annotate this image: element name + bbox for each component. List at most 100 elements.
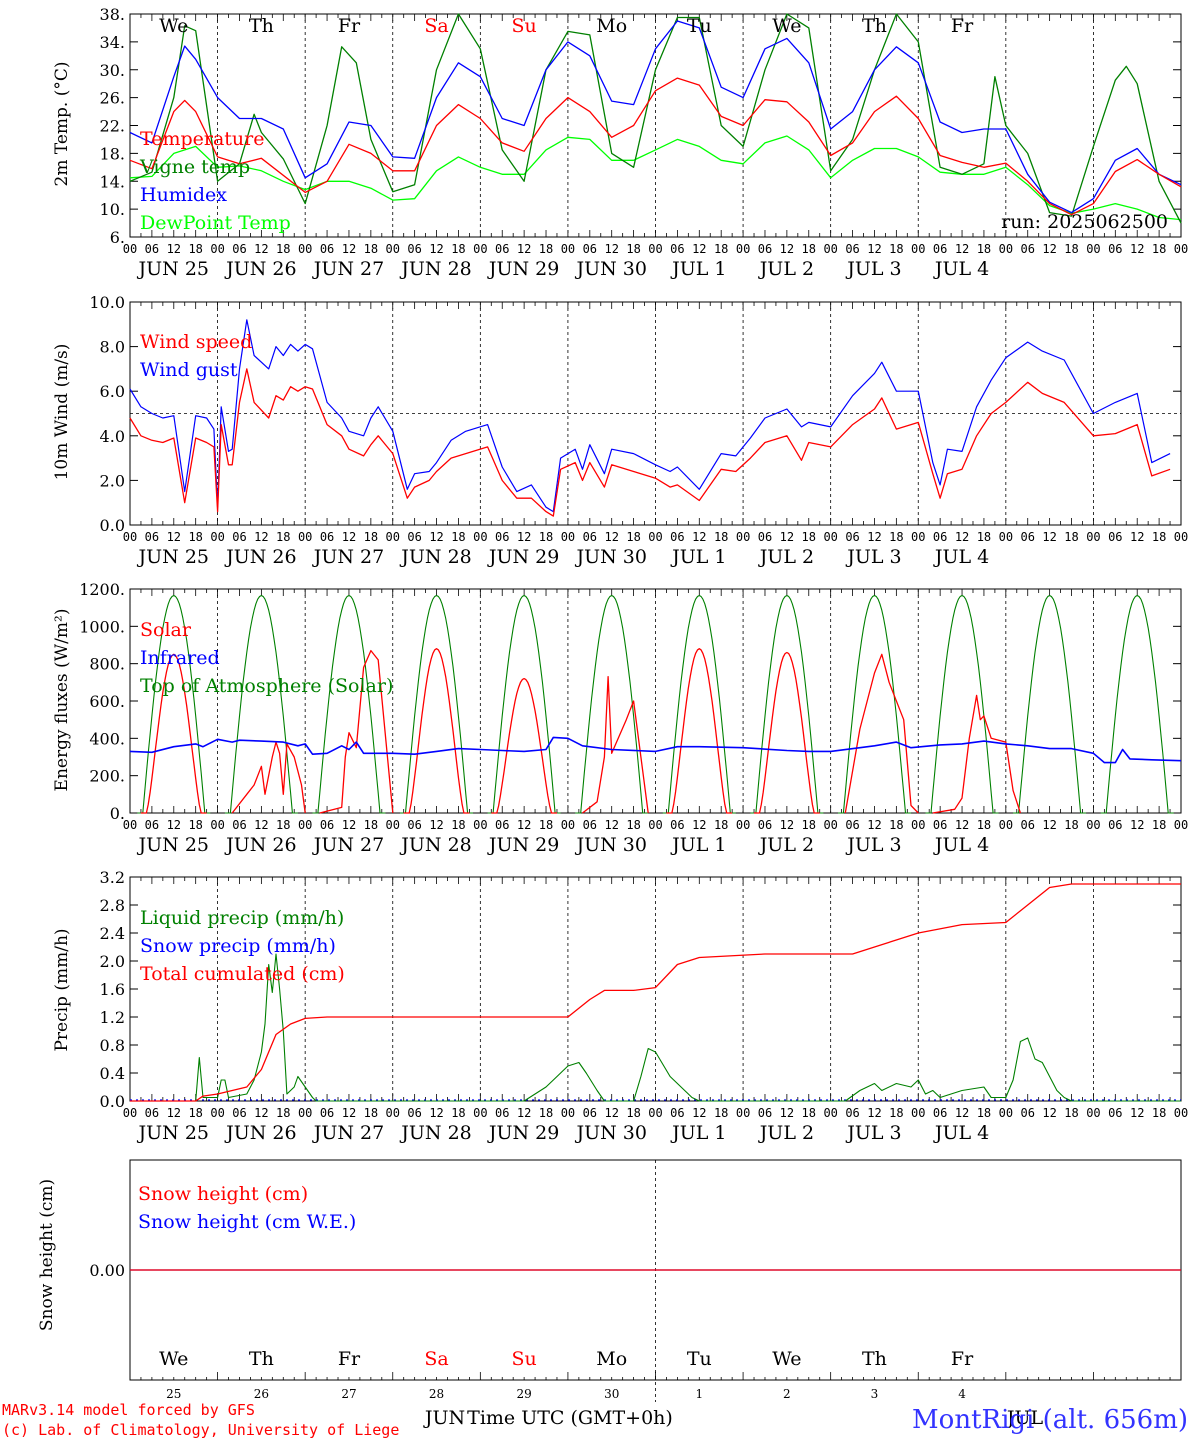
hour-tick-label: 12: [692, 530, 706, 544]
date-label: JUN 29: [487, 834, 559, 856]
date-label: JUN 26: [224, 1122, 296, 1144]
hour-tick-label: 06: [320, 242, 334, 256]
hour-tick-label: 12: [342, 530, 356, 544]
hour-tick-label: 12: [167, 1106, 181, 1120]
hour-tick-label: 12: [692, 242, 706, 256]
hour-tick-label: 00: [648, 818, 662, 832]
liquid-precip-line: [130, 953, 1181, 1102]
hour-tick-label: 00: [473, 242, 487, 256]
hour-tick-label: 00: [298, 1106, 312, 1120]
day-name: Tu: [687, 1348, 712, 1370]
date-label: JUL 4: [933, 546, 989, 568]
day-name: Tu: [687, 15, 712, 37]
toa-solar-curve: [1013, 594, 1087, 814]
hour-tick-label: 12: [1042, 242, 1056, 256]
hour-tick-label: 06: [1108, 242, 1122, 256]
hour-tick-label: 18: [889, 1106, 903, 1120]
date-label: JUN 27: [312, 546, 384, 568]
day-number: 30: [604, 1387, 619, 1401]
hour-tick-label: 00: [1086, 818, 1100, 832]
date-label: JUN 26: [224, 546, 296, 568]
legend-entry: Snow height (cm): [138, 1183, 308, 1205]
wind-gust-line: [129, 319, 1171, 513]
hour-tick-label: 18: [276, 818, 290, 832]
hour-tick-label: 18: [539, 818, 553, 832]
hour-tick-label: 18: [188, 1106, 202, 1120]
hour-tick-label: 18: [364, 818, 378, 832]
solar-curve: [140, 653, 207, 814]
solar-curve: [932, 694, 1022, 814]
day-name: Fr: [338, 1348, 361, 1370]
hour-tick-label: 00: [473, 818, 487, 832]
hour-tick-label: 00: [1086, 1106, 1100, 1120]
hour-tick-label: 06: [583, 1106, 597, 1120]
date-label: JUN 28: [399, 546, 471, 568]
date-label: JUL 4: [933, 1122, 989, 1144]
legend-entry: Vigne temp: [139, 156, 250, 178]
hour-tick-label: 12: [429, 530, 443, 544]
day-number: 4: [958, 1387, 966, 1401]
toa-solar-curve: [1100, 594, 1174, 814]
y-tick-label: 400.: [89, 729, 125, 748]
hour-tick-label: 06: [495, 530, 509, 544]
hour-tick-label: 06: [758, 1106, 772, 1120]
hour-tick-label: 06: [583, 242, 597, 256]
toa-solar-curve: [312, 594, 386, 814]
y-tick-label: 14.: [100, 172, 125, 191]
day-name: We: [772, 1348, 801, 1370]
hour-tick-label: 00: [1086, 530, 1100, 544]
date-label: JUN 30: [574, 1122, 646, 1144]
hour-tick-label: 12: [254, 1106, 268, 1120]
hour-tick-label: 18: [802, 530, 816, 544]
date-label: JUL 3: [845, 834, 901, 856]
legend-entry: Solar: [140, 619, 192, 641]
hour-tick-label: 12: [604, 530, 618, 544]
solar-curve: [231, 741, 306, 814]
hour-tick-label: 12: [780, 1106, 794, 1120]
hour-tick-label: 00: [736, 242, 750, 256]
x-axis-title: Time UTC (GMT+0h): [467, 1407, 673, 1429]
hour-tick-label: 06: [495, 242, 509, 256]
y-tick-label: 38.: [100, 5, 125, 24]
hour-tick-label: 00: [911, 1106, 925, 1120]
hour-tick-label: 06: [145, 242, 159, 256]
day-number: 29: [516, 1387, 531, 1401]
day-number: 3: [871, 1387, 879, 1401]
credit-line-2: (c) Lab. of Climatology, University of L…: [2, 1421, 399, 1439]
hour-tick-label: 18: [1064, 530, 1078, 544]
hour-tick-label: 00: [736, 530, 750, 544]
y-tick-label: 3.2: [100, 868, 125, 887]
hour-tick-label: 00: [911, 818, 925, 832]
date-label: JUL 1: [670, 1122, 726, 1144]
hour-tick-label: 00: [561, 1106, 575, 1120]
hour-tick-label: 18: [889, 530, 903, 544]
hour-tick-label: 06: [407, 818, 421, 832]
hour-tick-label: 12: [780, 242, 794, 256]
hour-tick-label: 18: [451, 818, 465, 832]
hour-tick-label: 00: [736, 818, 750, 832]
hour-tick-label: 06: [670, 1106, 684, 1120]
hour-tick-label: 06: [758, 242, 772, 256]
date-label: JUL 3: [845, 258, 901, 280]
hour-tick-label: 12: [517, 242, 531, 256]
toa-solar-curve: [750, 594, 824, 814]
legend-entry: Total cumulated (cm): [140, 963, 345, 985]
hour-tick-label: 18: [802, 1106, 816, 1120]
hour-tick-label: 18: [626, 1106, 640, 1120]
hour-tick-label: 12: [429, 242, 443, 256]
hour-tick-label: 12: [1042, 818, 1056, 832]
day-name: We: [159, 1348, 188, 1370]
day-name: We: [772, 15, 801, 37]
humidex-line: [129, 20, 1182, 214]
hour-tick-label: 00: [823, 530, 837, 544]
hour-tick-label: 12: [1130, 530, 1144, 544]
hour-tick-label: 00: [561, 818, 575, 832]
hour-tick-label: 06: [933, 1106, 947, 1120]
hour-tick-label: 06: [845, 818, 859, 832]
hour-tick-label: 00: [1174, 1106, 1188, 1120]
hour-tick-label: 00: [298, 242, 312, 256]
hour-tick-label: 06: [320, 1106, 334, 1120]
hour-tick-label: 12: [692, 1106, 706, 1120]
day-name: Fr: [951, 1348, 974, 1370]
day-number: 25: [166, 1387, 181, 1401]
